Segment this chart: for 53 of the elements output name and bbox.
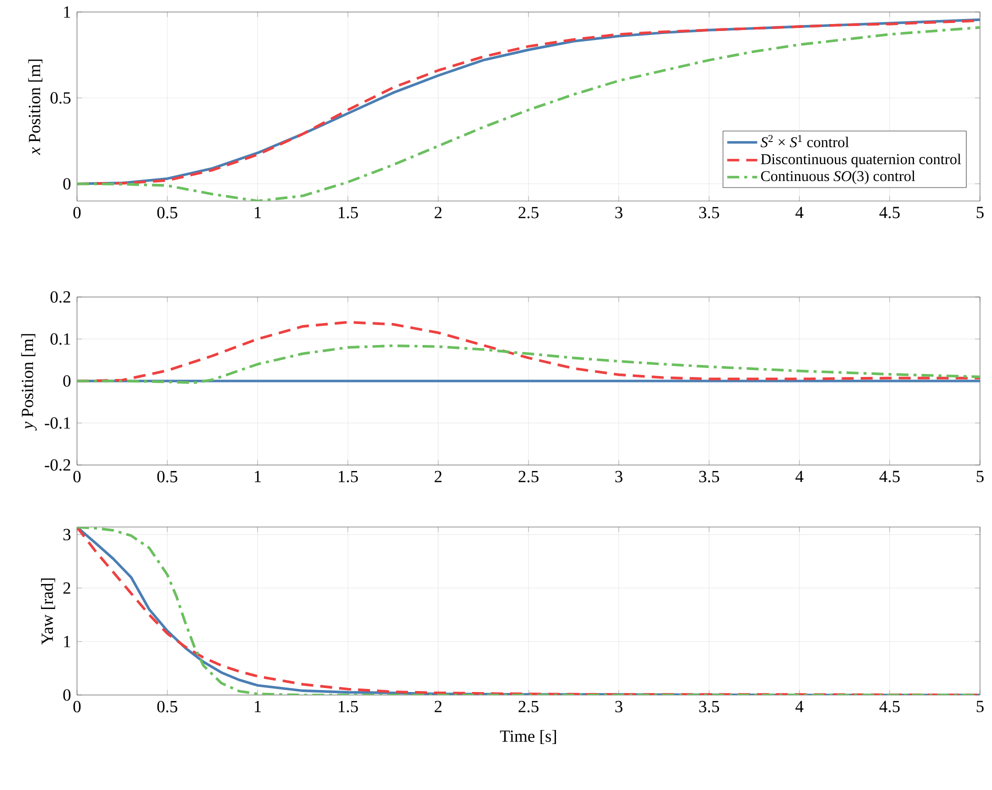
y-tick-label: 3 (63, 528, 70, 540)
x-tick-label: 3.5 (699, 700, 720, 712)
x-tick-label: 3.5 (699, 470, 720, 482)
x-tick-label: 3 (615, 470, 622, 482)
y-axis-title: Yaw [rad] (41, 578, 56, 645)
y-axis-title: y Position [m] (21, 334, 37, 431)
legend-label: Discontinuous quaternion control (760, 154, 961, 168)
x-tick-label: 4 (795, 470, 804, 482)
y-tick-label: 0.1 (50, 333, 70, 345)
x-tick-label: 0 (73, 700, 81, 712)
y-tick-label: 0 (63, 689, 70, 701)
x-tick-label: 4.5 (879, 470, 900, 482)
line-series (77, 527, 980, 696)
x-tick-label: 2 (434, 470, 442, 482)
y-tick-label: 1 (64, 6, 70, 18)
y-tick-label: -0.2 (44, 459, 70, 471)
x-tick-label: 0.5 (157, 700, 178, 712)
x-tick-label: 1.5 (338, 470, 358, 482)
x-tick-label: 1 (254, 470, 261, 482)
y-tick-label: 2 (63, 582, 70, 594)
x-tick-label: 4 (795, 206, 804, 218)
x-tick-label: 1.5 (338, 700, 358, 712)
y-tick-label: 0.5 (50, 92, 70, 104)
x-tick-label: 1 (254, 206, 261, 218)
x-axis-title: Time [s] (500, 730, 556, 744)
x-tick-label: 3 (615, 206, 622, 218)
y-tick-label: 0.2 (50, 291, 70, 303)
x-tick-label: 2 (434, 206, 442, 218)
x-tick-label: 5 (976, 700, 984, 712)
x-tick-label: 0.5 (157, 206, 178, 218)
x-tick-label: 4.5 (879, 206, 900, 218)
x-tick-label: 4 (795, 700, 804, 712)
x-tick-label: 2.5 (518, 700, 538, 712)
x-tick-label: 5 (976, 470, 984, 482)
y-tick-label: 0 (63, 178, 70, 190)
y-tick-label: 1 (64, 636, 70, 648)
legend-label: S$^{2}$ × S$^{1}$ control (760, 134, 849, 148)
x-tick-label: 2 (434, 700, 442, 712)
x-tick-label: 2.5 (518, 206, 538, 218)
x-tick-label: 4.5 (879, 700, 900, 712)
x-tick-label: 1.5 (338, 206, 358, 218)
x-tick-label: 0 (73, 470, 81, 482)
x-tick-label: 3.5 (699, 206, 720, 218)
x-tick-label: 3 (615, 700, 622, 712)
x-tick-label: 0 (73, 206, 81, 218)
y-axis-title: x Position [m] (28, 60, 42, 155)
x-tick-label: 0.5 (157, 470, 178, 482)
y-tick-label: -0.1 (44, 417, 70, 429)
y-tick-label: 0 (63, 375, 70, 387)
legend-label: Continuous SO(3) control (761, 170, 916, 184)
x-tick-label: 2.5 (518, 470, 538, 482)
x-tick-label: 1 (254, 700, 261, 712)
x-tick-label: 5 (976, 206, 984, 218)
